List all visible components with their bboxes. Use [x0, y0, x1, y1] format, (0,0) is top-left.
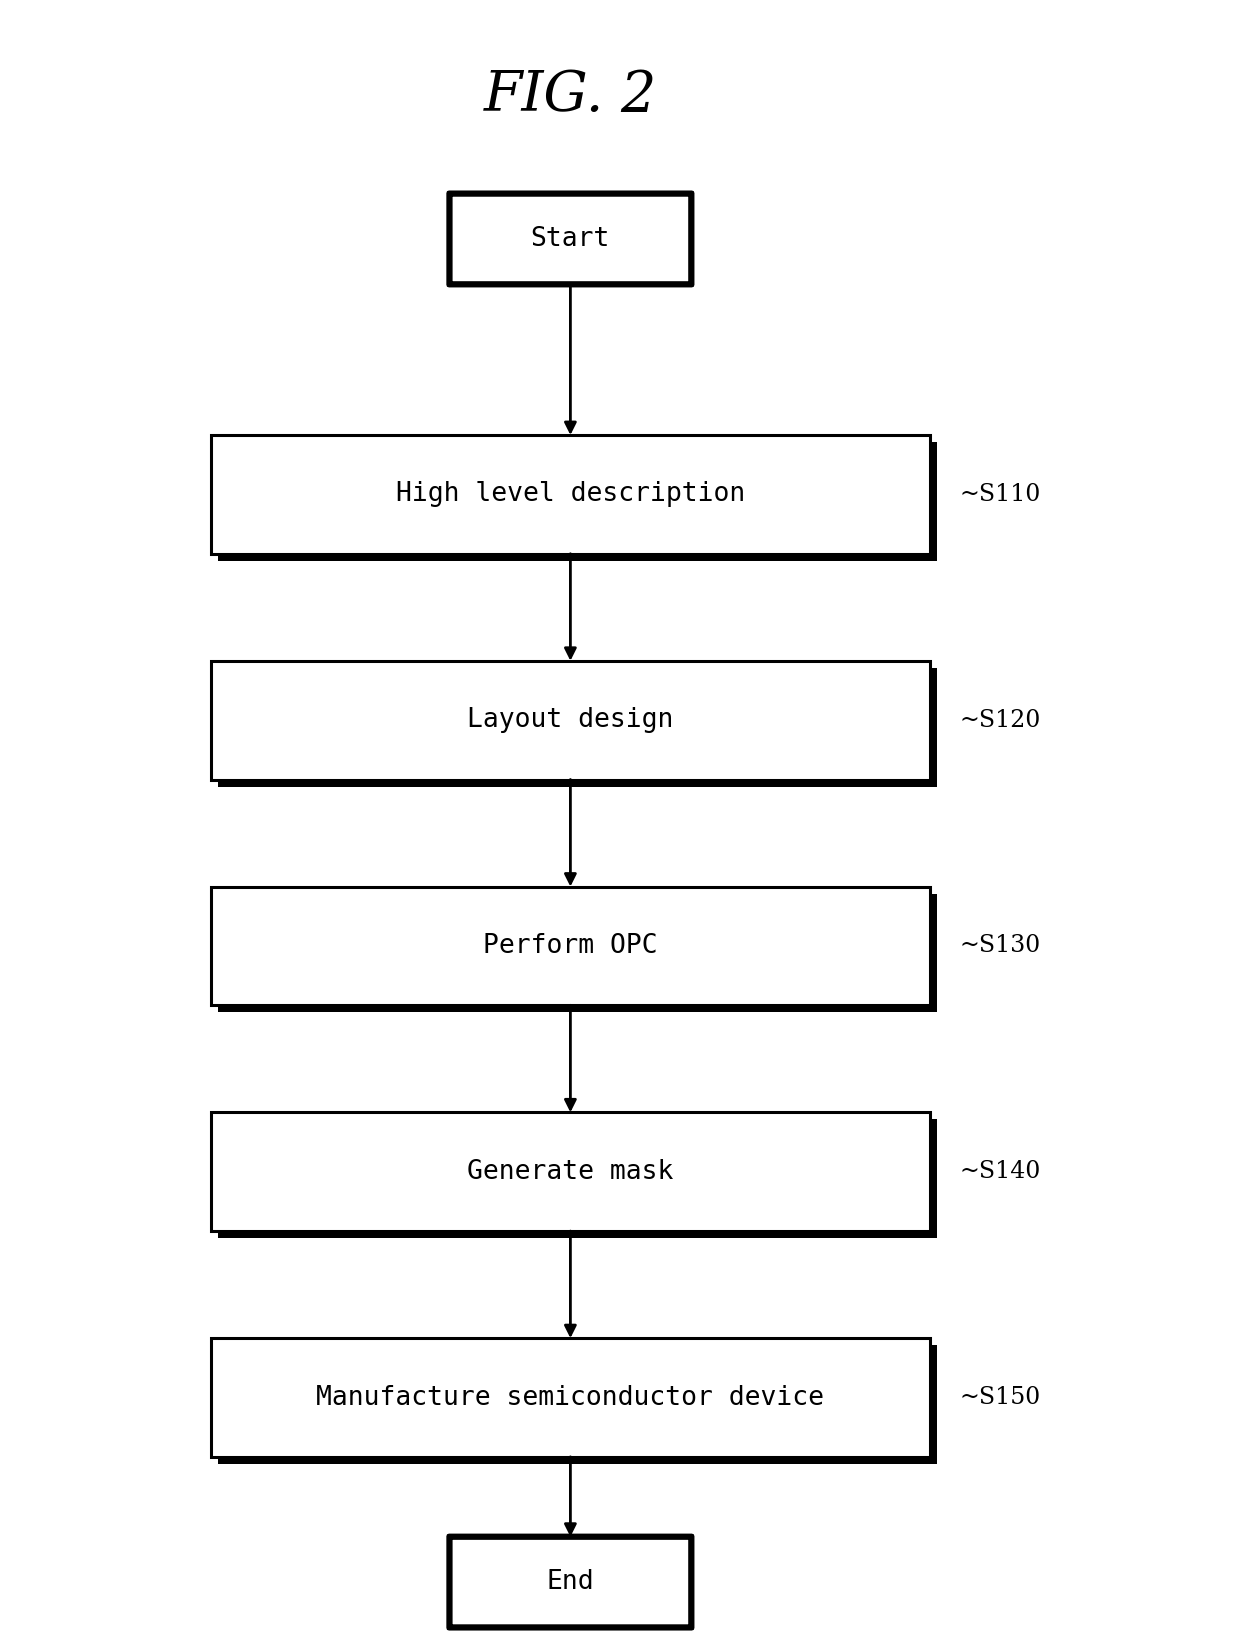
FancyBboxPatch shape: [218, 442, 937, 560]
FancyBboxPatch shape: [218, 1345, 937, 1463]
FancyBboxPatch shape: [449, 193, 692, 285]
Text: ~S110: ~S110: [960, 483, 1040, 506]
Text: ~S120: ~S120: [960, 709, 1040, 732]
FancyBboxPatch shape: [218, 667, 937, 786]
FancyBboxPatch shape: [211, 1338, 930, 1457]
Text: Layout design: Layout design: [467, 707, 673, 733]
Text: Perform OPC: Perform OPC: [484, 933, 657, 959]
Text: ~S130: ~S130: [960, 934, 1040, 957]
Text: Manufacture semiconductor device: Manufacture semiconductor device: [316, 1384, 825, 1411]
FancyBboxPatch shape: [211, 887, 930, 1005]
Text: ~S150: ~S150: [960, 1386, 1040, 1409]
Text: ~S140: ~S140: [960, 1160, 1040, 1183]
Text: Start: Start: [531, 226, 610, 252]
Text: High level description: High level description: [396, 481, 745, 508]
FancyBboxPatch shape: [211, 1112, 930, 1231]
FancyBboxPatch shape: [218, 893, 937, 1012]
FancyBboxPatch shape: [449, 1536, 692, 1628]
FancyBboxPatch shape: [211, 661, 930, 780]
Text: FIG. 2: FIG. 2: [484, 68, 657, 124]
Text: Generate mask: Generate mask: [467, 1159, 673, 1185]
FancyBboxPatch shape: [218, 1119, 937, 1238]
FancyBboxPatch shape: [211, 435, 930, 554]
Text: End: End: [547, 1569, 594, 1595]
